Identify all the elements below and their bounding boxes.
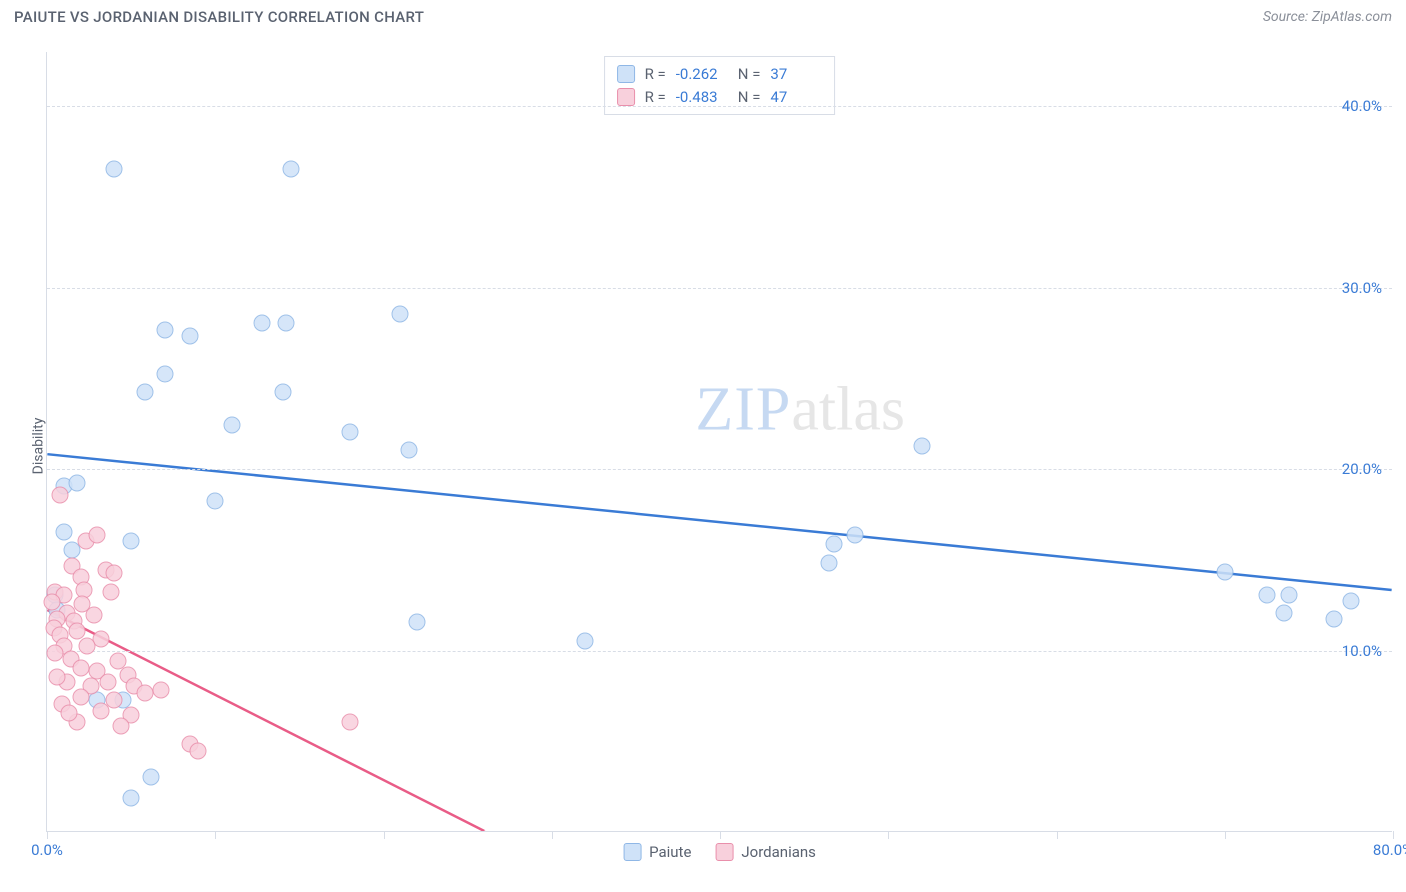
data-point — [341, 714, 358, 731]
x-tick — [1393, 831, 1394, 839]
data-point — [60, 705, 77, 722]
gridline — [47, 288, 1392, 289]
data-point — [69, 474, 86, 491]
data-point — [826, 536, 843, 553]
data-point — [89, 527, 106, 544]
source-attribution: Source: ZipAtlas.com — [1263, 9, 1392, 25]
data-point — [72, 688, 89, 705]
x-tick — [384, 831, 385, 839]
data-point — [49, 668, 66, 685]
data-point — [55, 523, 72, 540]
watermark-atlas: atlas — [791, 376, 905, 444]
data-point — [392, 306, 409, 323]
data-point — [99, 674, 116, 691]
legend-item: Jordanians — [715, 843, 816, 861]
data-point — [274, 384, 291, 401]
data-point — [136, 384, 153, 401]
series-swatch — [617, 65, 635, 83]
data-point — [123, 790, 140, 807]
data-point — [1275, 605, 1292, 622]
data-point — [123, 532, 140, 549]
gridline — [47, 106, 1392, 107]
n-value: 37 — [770, 63, 822, 86]
data-point — [1216, 563, 1233, 580]
data-point — [207, 492, 224, 509]
data-point — [1326, 610, 1343, 627]
data-point — [821, 554, 838, 571]
x-tick — [215, 831, 216, 839]
data-point — [106, 565, 123, 582]
data-point — [102, 583, 119, 600]
data-point — [254, 315, 271, 332]
data-point — [79, 637, 96, 654]
legend-item: Paiute — [623, 843, 691, 861]
data-point — [156, 322, 173, 339]
data-point — [153, 681, 170, 698]
legend: Paiute Jordanians — [623, 843, 816, 861]
n-label: N = — [738, 86, 761, 109]
data-point — [190, 743, 207, 760]
n-value: 47 — [770, 86, 822, 109]
n-label: N = — [738, 63, 761, 86]
y-tick-label: 40.0% — [1342, 97, 1382, 115]
x-tick — [1225, 831, 1226, 839]
chart-title: PAIUTE VS JORDANIAN DISABILITY CORRELATI… — [14, 8, 424, 26]
y-axis-label: Disability — [30, 418, 46, 475]
data-point — [52, 487, 69, 504]
data-point — [1258, 587, 1275, 604]
x-tick-label: 80.0% — [1373, 841, 1406, 859]
scatter-chart: ZIPatlas R =-0.262N =37R =-0.483N =47 Pa… — [46, 52, 1392, 832]
y-tick-label: 30.0% — [1342, 279, 1382, 297]
data-point — [74, 596, 91, 613]
data-point — [400, 442, 417, 459]
legend-label: Paiute — [649, 843, 691, 861]
series-swatch — [617, 88, 635, 106]
data-point — [577, 632, 594, 649]
data-point — [92, 703, 109, 720]
legend-swatch — [715, 843, 733, 861]
data-point — [409, 614, 426, 631]
data-point — [136, 685, 153, 702]
r-label: R = — [645, 86, 666, 109]
data-point — [277, 315, 294, 332]
x-tick — [47, 831, 48, 839]
data-point — [156, 365, 173, 382]
stats-row: R = -0.483 N = 47 — [617, 86, 823, 109]
legend-swatch — [623, 843, 641, 861]
data-point — [282, 160, 299, 177]
watermark-zip: ZIP — [695, 376, 791, 444]
gridline — [47, 469, 1392, 470]
legend-label: Jordanians — [741, 843, 816, 861]
x-tick — [720, 831, 721, 839]
data-point — [106, 160, 123, 177]
data-point — [1280, 587, 1297, 604]
x-tick — [888, 831, 889, 839]
stats-row: R = -0.262 N = 37 — [617, 63, 823, 86]
r-label: R = — [645, 63, 666, 86]
y-tick-label: 10.0% — [1342, 642, 1382, 660]
trend-lines — [47, 52, 1392, 831]
data-point — [72, 659, 89, 676]
r-value: -0.483 — [676, 86, 728, 109]
data-point — [224, 416, 241, 433]
data-point — [1342, 592, 1359, 609]
data-point — [182, 327, 199, 344]
data-point — [113, 717, 130, 734]
x-tick-label: 0.0% — [31, 841, 63, 859]
data-point — [143, 768, 160, 785]
data-point — [44, 594, 61, 611]
x-tick — [552, 831, 553, 839]
r-value: -0.262 — [676, 63, 728, 86]
y-tick-label: 20.0% — [1342, 460, 1382, 478]
watermark: ZIPatlas — [695, 375, 905, 446]
data-point — [341, 423, 358, 440]
data-point — [846, 527, 863, 544]
data-point — [913, 438, 930, 455]
x-tick — [1057, 831, 1058, 839]
gridline — [47, 651, 1392, 652]
